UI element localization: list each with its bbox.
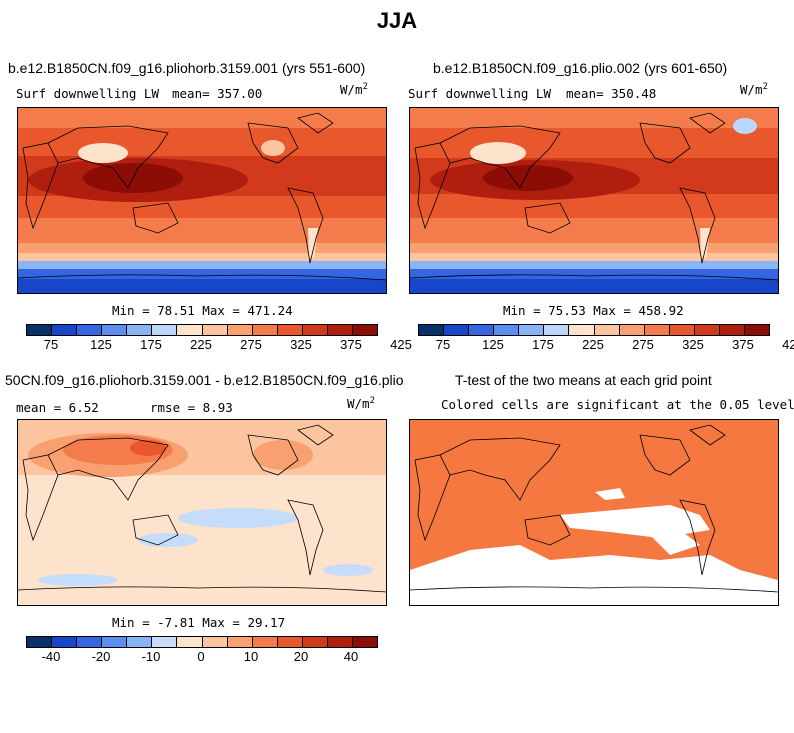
panel3-colorbar-swatch <box>27 637 53 647</box>
panel1-colorbar-swatch <box>327 325 354 335</box>
figure-title: JJA <box>376 8 418 33</box>
panel3-rmse: rmse = 8.93 <box>150 400 233 415</box>
panel3-units: W/m2 <box>347 396 375 412</box>
panel3-colorbar-swatch <box>77 637 103 647</box>
panel1-variable: Surf downwelling LW <box>16 86 159 101</box>
panel3-colorbar-tick-label: -40 <box>41 649 61 664</box>
panel3-colorbar-tick-label: 0 <box>197 649 205 664</box>
panel2-variable: Surf downwelling LW <box>408 86 551 101</box>
panel3-title: 50CN.f09_g16.pliohorb.3159.001 - b.e12.B… <box>5 372 405 388</box>
panel2-mean: mean= 350.48 <box>566 86 657 101</box>
panel2-colorbar-swatch <box>419 325 445 335</box>
panel1-colorbar-tick-label: 275 <box>240 337 262 352</box>
panel2-colorbar-swatch <box>745 325 770 335</box>
panel3-colorbar <box>26 636 378 648</box>
panel1-map <box>17 107 387 294</box>
panel2-colorbar-swatch <box>644 325 670 335</box>
panel3-colorbar-swatch <box>252 637 278 647</box>
panel1-colorbar-tick-label: 225 <box>190 337 212 352</box>
panel3-colorbar-swatch <box>177 637 203 647</box>
panel1-colorbar-tick-label: 175 <box>140 337 162 352</box>
panel3-colorbar-tick-label: 40 <box>343 649 359 664</box>
panel3-colorbar-swatch <box>202 637 228 647</box>
panel4-map <box>409 419 779 606</box>
panel2-colorbar-tick-label: 375 <box>732 337 754 352</box>
panel2-colorbar-swatch <box>694 325 720 335</box>
panel1-colorbar-swatch <box>277 325 303 335</box>
panel2-colorbar-tick-label: 275 <box>632 337 654 352</box>
panel1-colorbar-tick-label: 425 <box>390 337 412 352</box>
panel3-colorbar-swatch <box>152 637 178 647</box>
panel2-title: b.e12.B1850CN.f09_g16.plio.002 (yrs 601-… <box>433 60 728 76</box>
panel3-colorbar-swatch <box>302 637 328 647</box>
panel1-colorbar-swatch <box>27 325 53 335</box>
panel2-colorbar-tick-label: 325 <box>682 337 704 352</box>
panel2-colorbar-swatch <box>544 325 570 335</box>
panel3-colorbar-swatch <box>227 637 253 647</box>
panel1-colorbar-swatch <box>227 325 253 335</box>
panel2-colorbar-tick-label: 75 <box>435 337 451 352</box>
panel2-colorbar-swatch <box>444 325 470 335</box>
panel1-colorbar-swatch <box>102 325 128 335</box>
panel2-colorbar <box>418 324 770 336</box>
panel2-colorbar-swatch <box>594 325 620 335</box>
panel3-colorbar-swatch <box>277 637 303 647</box>
panel1-colorbar-swatch <box>302 325 328 335</box>
panel3-colorbar-swatch <box>52 637 78 647</box>
panel1-title: b.e12.B1850CN.f09_g16.pliohorb.3159.001 … <box>8 60 366 76</box>
panel2-colorbar-tick-label: 175 <box>532 337 554 352</box>
panel1-colorbar-swatch <box>353 325 378 335</box>
panel2-units: W/m2 <box>740 82 768 98</box>
panel3-colorbar-tick-label: 20 <box>293 649 309 664</box>
panel2-minmax: Min = 75.53 Max = 458.92 <box>503 303 684 318</box>
panel2-colorbar-swatch <box>519 325 545 335</box>
panel2-colorbar-swatch <box>569 325 595 335</box>
panel3-colorbar-swatch <box>102 637 128 647</box>
panel1-colorbar-tick-label: 125 <box>90 337 112 352</box>
panel1-colorbar-tick-label: 375 <box>340 337 362 352</box>
panel1-units: W/m2 <box>340 82 368 98</box>
panel1-colorbar-swatch <box>202 325 228 335</box>
panel3-colorbar-tick-label: -10 <box>141 649 161 664</box>
panel3-colorbar-tick-label: -20 <box>91 649 111 664</box>
panel1-colorbar-tick-label: 325 <box>290 337 312 352</box>
panel2-colorbar-tick-label: 225 <box>582 337 604 352</box>
panel2-colorbar-tick-label: 425 <box>782 337 794 352</box>
panel3-colorbar-swatch <box>127 637 153 647</box>
panel4-subtitle: Colored cells are significant at the 0.0… <box>441 397 794 412</box>
panel1-colorbar-tick-label: 75 <box>43 337 59 352</box>
panel1-colorbar <box>26 324 378 336</box>
panel1-colorbar-swatch <box>252 325 278 335</box>
panel2-colorbar-tick-label: 125 <box>482 337 504 352</box>
panel3-map <box>17 419 387 606</box>
panel4-title: T-test of the two means at each grid poi… <box>455 372 712 388</box>
panel3-colorbar-swatch <box>353 637 378 647</box>
panel1-colorbar-swatch <box>52 325 78 335</box>
panel2-colorbar-swatch <box>669 325 695 335</box>
panel2-colorbar-swatch <box>469 325 495 335</box>
panel1-colorbar-swatch <box>77 325 103 335</box>
panel1-colorbar-swatch <box>177 325 203 335</box>
panel3-minmax: Min = -7.81 Max = 29.17 <box>112 615 286 630</box>
panel2-colorbar-swatch <box>494 325 520 335</box>
panel2-colorbar-swatch <box>619 325 645 335</box>
panel3-colorbar-swatch <box>327 637 354 647</box>
panel3-mean: mean = 6.52 <box>16 400 99 415</box>
panel1-minmax: Min = 78.51 Max = 471.24 <box>112 303 293 318</box>
panel1-mean: mean= 357.00 <box>172 86 263 101</box>
panel3-colorbar-tick-label: 10 <box>243 649 259 664</box>
panel1-colorbar-swatch <box>127 325 153 335</box>
panel2-colorbar-swatch <box>719 325 746 335</box>
panel1-colorbar-swatch <box>152 325 178 335</box>
panel2-map <box>409 107 779 294</box>
